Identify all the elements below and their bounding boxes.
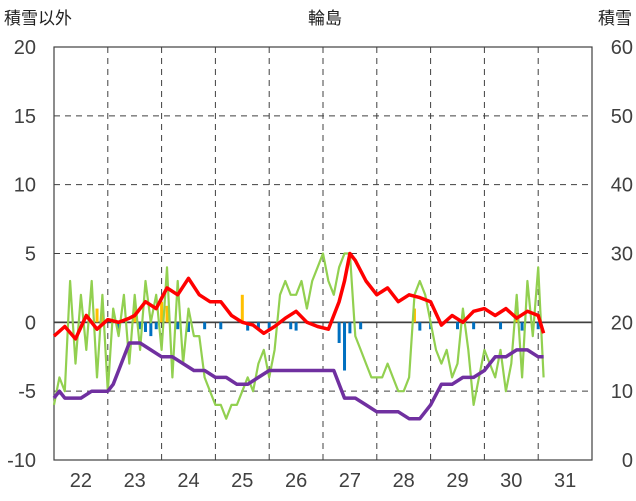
- precip-bar: [95, 308, 99, 323]
- series-line-2: [52, 252, 545, 420]
- right-tick-label: 40: [611, 175, 633, 197]
- precip-bar: [240, 294, 244, 323]
- x-tick-label: 26: [285, 470, 307, 492]
- x-tick-label: 28: [393, 470, 415, 492]
- x-tick-label: 25: [231, 470, 253, 492]
- left-tick-label: 20: [14, 37, 36, 59]
- precip-bar: [267, 322, 271, 330]
- precip-bar: [117, 322, 121, 330]
- precip-bar: [149, 322, 153, 337]
- line-series-group: [52, 251, 546, 421]
- precip-bar: [138, 322, 142, 330]
- series-line-1: [52, 341, 544, 421]
- series-line-0: [52, 251, 546, 341]
- right-tick-label: 10: [611, 381, 633, 403]
- precip-bar: [187, 322, 190, 332]
- x-tick-label: 29: [446, 470, 468, 492]
- precip-bar: [256, 322, 260, 330]
- right-tick-label: 0: [622, 450, 633, 472]
- x-tick-label: 23: [124, 470, 146, 492]
- precip-bar: [536, 322, 540, 330]
- precip-bar: [499, 322, 503, 330]
- x-tick-label: 31: [554, 470, 576, 492]
- precip-bar: [160, 301, 164, 323]
- precip-bar: [143, 322, 147, 332]
- x-tick-label: 27: [339, 470, 361, 492]
- precip-bar: [520, 322, 524, 331]
- left-tick-label: -10: [7, 450, 36, 472]
- precip-bar: [219, 322, 223, 330]
- chart-title: 輪島: [308, 9, 342, 29]
- left-tick-label: 10: [14, 175, 36, 197]
- x-tick-label: 24: [177, 470, 199, 492]
- left-tick-label: 0: [25, 312, 36, 334]
- precip-bar: [359, 322, 363, 330]
- precip-bar: [289, 322, 293, 330]
- tick-label-group: 20 60 15 50 10 40 5 30 0 20 -5 10 -10 0 22 23 24 25 26 27 28…: [7, 37, 633, 492]
- precip-bar: [515, 301, 519, 323]
- right-tick-label: 60: [611, 37, 633, 59]
- precip-bar: [348, 322, 352, 334]
- x-tick-label: 22: [70, 470, 92, 492]
- precip-bar: [165, 305, 169, 323]
- right-tick-label: 30: [611, 244, 633, 266]
- precip-bar: [176, 322, 180, 330]
- left-tick-label: 15: [14, 106, 36, 128]
- precip-bar: [154, 322, 158, 330]
- precip-bar: [100, 311, 104, 323]
- precip-bar: [246, 322, 250, 331]
- left-tick-label: -5: [18, 381, 36, 403]
- precip-bar: [412, 308, 416, 323]
- left-axis-title: 積雪以外: [4, 9, 72, 29]
- right-tick-label: 50: [611, 106, 633, 128]
- right-tick-label: 20: [611, 312, 633, 334]
- precip-bar: [343, 322, 347, 371]
- precip-bar: [456, 322, 459, 330]
- precip-bar: [337, 322, 341, 343]
- precip-bar: [418, 322, 422, 331]
- right-axis-title: 積雪: [598, 9, 632, 29]
- precip-bar: [472, 322, 476, 330]
- left-tick-label: 5: [25, 244, 36, 266]
- x-tick-label: 30: [500, 470, 522, 492]
- precip-bar: [203, 322, 207, 330]
- precip-bar: [294, 322, 298, 331]
